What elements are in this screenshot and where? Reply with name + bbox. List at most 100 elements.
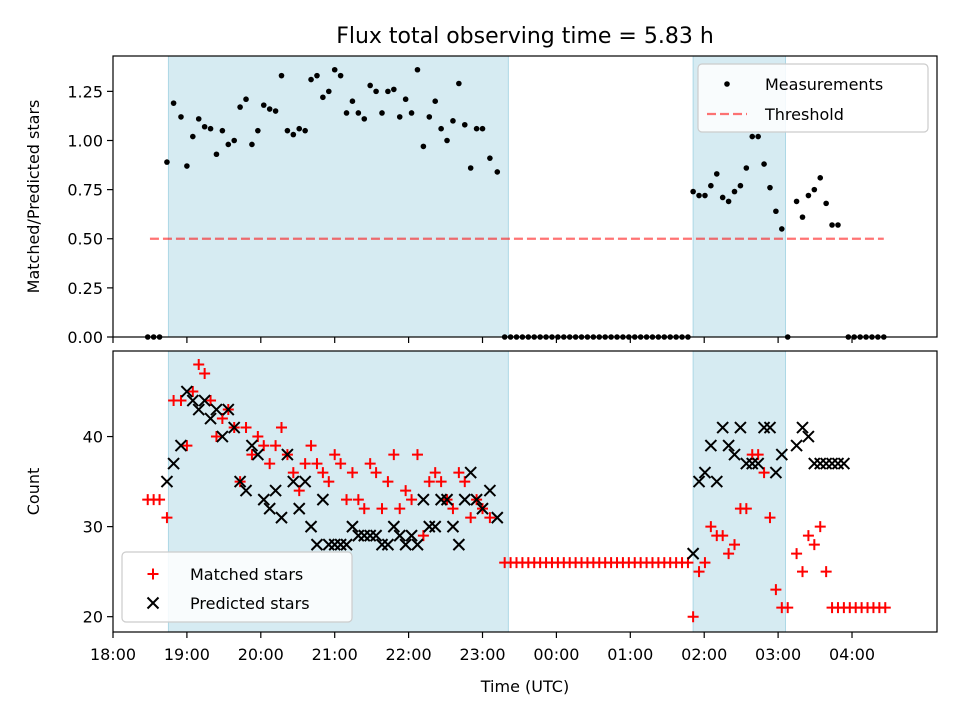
legend-measurement-marker bbox=[724, 81, 730, 87]
y-tick-label: 0.25 bbox=[67, 279, 103, 298]
measurement-point bbox=[494, 169, 501, 175]
predicted-point bbox=[192, 403, 205, 416]
y-tick-label: 0.50 bbox=[67, 230, 103, 249]
matched-point bbox=[216, 413, 228, 425]
measurement-point bbox=[337, 72, 344, 79]
matched-point bbox=[252, 431, 264, 443]
matched-point bbox=[329, 449, 341, 461]
legend: Measurements Threshold bbox=[697, 63, 929, 133]
matched-point bbox=[370, 467, 382, 479]
predicted-point bbox=[293, 502, 306, 515]
predicted-point bbox=[423, 520, 436, 533]
matched-point bbox=[465, 512, 477, 524]
predicted-point bbox=[233, 475, 247, 488]
matched-point bbox=[791, 548, 803, 560]
predicted-point bbox=[180, 385, 194, 398]
matched-point bbox=[693, 566, 705, 578]
measurement-point bbox=[438, 125, 444, 132]
matched-point bbox=[411, 449, 423, 461]
predicted-point bbox=[375, 538, 389, 551]
predicted-point bbox=[304, 520, 318, 533]
measurement-point bbox=[793, 198, 800, 205]
matched-point bbox=[394, 503, 406, 515]
predicted-point bbox=[328, 538, 341, 551]
shaded-interval-0 bbox=[167, 55, 509, 338]
predicted-point bbox=[769, 466, 783, 479]
matched-point bbox=[699, 557, 711, 569]
predicted-point bbox=[174, 439, 188, 452]
matched-point bbox=[199, 368, 211, 380]
matched-point bbox=[429, 467, 441, 479]
measurement-point bbox=[749, 133, 756, 140]
y-tick-label: 1.00 bbox=[67, 131, 103, 150]
x-tick-label: 19:00 bbox=[164, 645, 210, 664]
x-tick-label: 03:00 bbox=[755, 645, 801, 664]
predicted-point bbox=[263, 502, 276, 515]
x-tick-label: 20:00 bbox=[238, 645, 284, 664]
legend-label-threshold: Threshold bbox=[764, 105, 844, 124]
predicted-point bbox=[405, 529, 418, 542]
measurement-point bbox=[829, 222, 835, 228]
predicted-point bbox=[269, 484, 282, 497]
measurement-point bbox=[713, 171, 720, 177]
predicted-point bbox=[216, 430, 229, 443]
measurement-point bbox=[414, 66, 421, 73]
matched-point bbox=[287, 467, 299, 479]
predicted-point bbox=[417, 493, 430, 506]
matched-point bbox=[210, 431, 222, 443]
predicted-point bbox=[446, 520, 460, 533]
measurement-point bbox=[799, 214, 806, 220]
y-tick-label: 0.75 bbox=[67, 181, 103, 200]
matched-point bbox=[435, 476, 447, 488]
predicted-point bbox=[796, 421, 809, 434]
x-tick-label: 22:00 bbox=[386, 645, 432, 664]
predicted-point bbox=[334, 538, 347, 551]
measurement-point bbox=[835, 222, 841, 228]
x-tick-label: 00:00 bbox=[533, 645, 579, 664]
measurement-point bbox=[690, 188, 696, 195]
matched-point bbox=[175, 395, 187, 407]
y-axis-label: Matched/Predicted stars bbox=[24, 100, 43, 294]
predicted-point bbox=[775, 448, 789, 461]
matched-point bbox=[447, 503, 459, 515]
measurement-point bbox=[725, 198, 732, 205]
measurement-point bbox=[255, 127, 261, 134]
legend-predicted-marker bbox=[146, 596, 160, 610]
measurement-point bbox=[231, 137, 237, 144]
measurement-point bbox=[719, 194, 726, 201]
predicted-point bbox=[440, 493, 454, 506]
predicted-point bbox=[734, 421, 747, 434]
matched-point bbox=[317, 467, 329, 479]
matched-point bbox=[382, 476, 394, 488]
predicted-point bbox=[322, 538, 335, 551]
measurement-point bbox=[170, 100, 177, 106]
measurement-point bbox=[737, 182, 744, 189]
measurement-point bbox=[320, 94, 326, 101]
measurement-point bbox=[767, 184, 773, 191]
matched-point bbox=[341, 494, 353, 506]
measurement-point bbox=[184, 163, 190, 169]
measurement-point bbox=[225, 141, 232, 148]
matched-point bbox=[323, 476, 335, 488]
matched-point bbox=[782, 602, 794, 614]
series-plus-markers bbox=[142, 359, 891, 623]
chart-title: Flux total observing time = 5.83 h bbox=[336, 24, 714, 49]
predicted-point bbox=[167, 457, 180, 470]
predicted-point bbox=[751, 457, 765, 470]
measurement-point bbox=[731, 188, 738, 195]
matched-point bbox=[311, 458, 323, 470]
predicted-point bbox=[346, 520, 359, 533]
predicted-point bbox=[387, 520, 401, 533]
x-tick-label: 01:00 bbox=[607, 645, 653, 664]
predicted-point bbox=[763, 421, 777, 434]
measurement-point bbox=[432, 98, 439, 104]
measurement-point bbox=[367, 82, 373, 89]
measurement-point bbox=[479, 125, 486, 132]
predicted-point bbox=[358, 529, 371, 542]
predicted-point bbox=[491, 511, 504, 524]
predicted-point bbox=[814, 457, 827, 470]
measurement-point bbox=[761, 161, 767, 167]
measurement-point bbox=[249, 141, 255, 148]
predicted-point bbox=[160, 475, 174, 488]
predicted-point bbox=[222, 403, 235, 416]
